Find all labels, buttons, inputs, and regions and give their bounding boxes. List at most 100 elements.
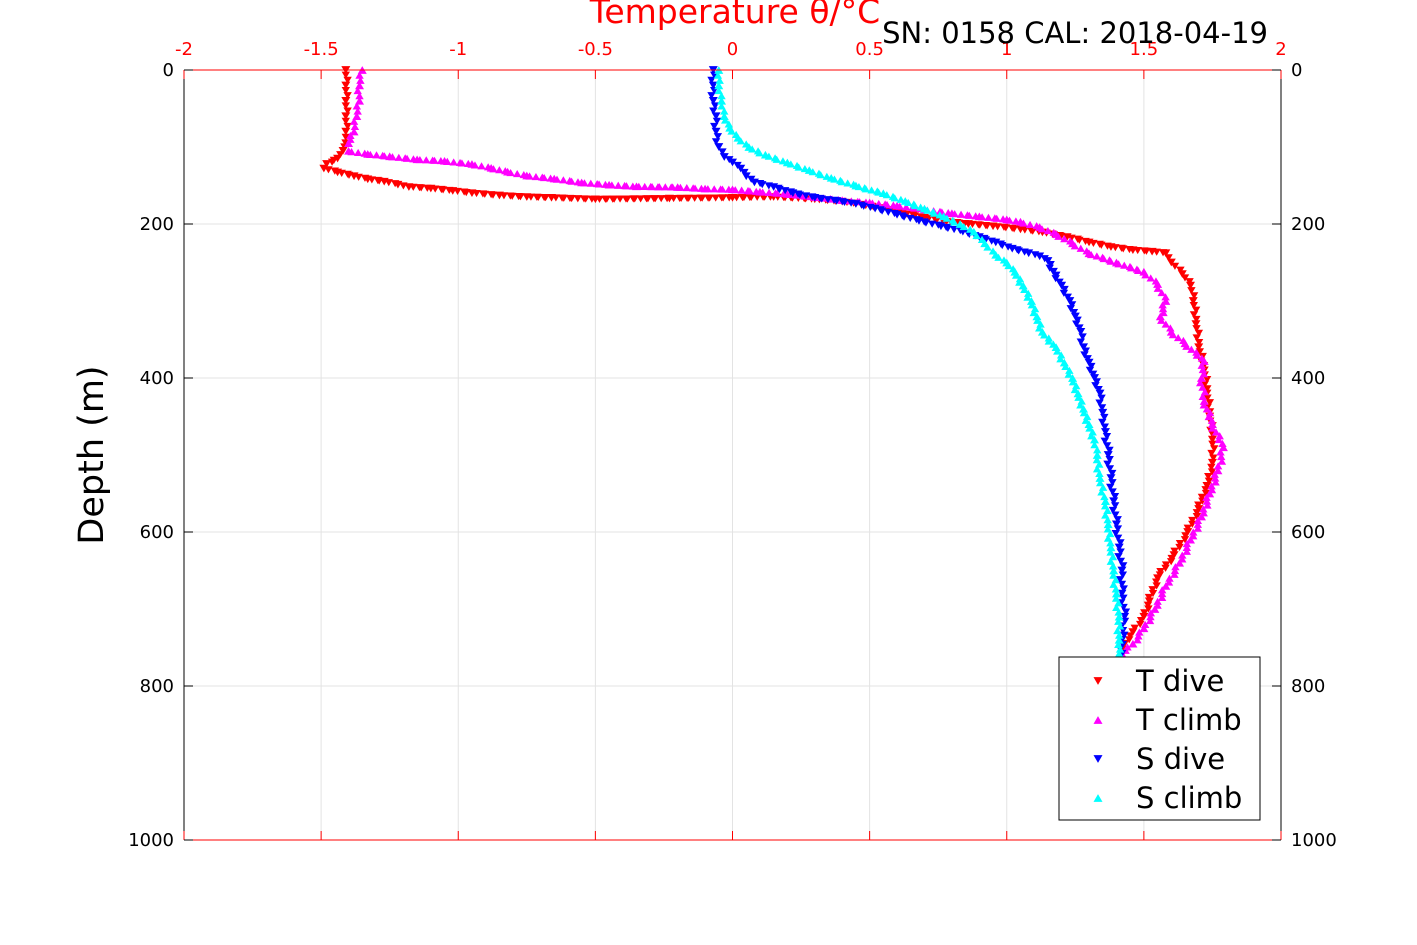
data-point	[1209, 454, 1218, 462]
data-point	[367, 176, 377, 184]
data-point	[669, 194, 678, 203]
data-point	[506, 169, 515, 177]
data-point	[1023, 293, 1032, 301]
data-point	[586, 179, 596, 187]
data-point	[740, 168, 749, 176]
plot-series	[319, 66, 1228, 660]
data-point	[731, 186, 740, 194]
data-point	[1213, 462, 1223, 470]
data-point	[1208, 440, 1217, 448]
data-point	[1191, 320, 1201, 328]
data-point	[1110, 493, 1120, 501]
data-point	[1189, 292, 1199, 300]
data-point	[1164, 254, 1173, 262]
data-point	[927, 220, 937, 228]
data-point	[808, 168, 817, 176]
x-tick-label: -0.5	[578, 39, 613, 60]
data-point	[1078, 333, 1087, 341]
data-point	[333, 154, 343, 163]
data-point	[717, 96, 727, 105]
data-point	[1182, 547, 1192, 555]
data-point	[1199, 397, 1209, 405]
data-point	[1020, 226, 1030, 234]
data-point	[508, 192, 517, 200]
data-point	[785, 190, 795, 199]
data-point	[580, 179, 589, 187]
data-point	[921, 219, 931, 227]
data-point	[344, 139, 354, 147]
data-point	[1144, 597, 1154, 606]
data-point	[1215, 432, 1224, 440]
data-point	[1125, 632, 1135, 640]
data-point	[747, 193, 756, 202]
data-point	[1089, 239, 1098, 247]
data-point	[1119, 594, 1128, 602]
legend-marker	[1093, 755, 1103, 763]
data-point	[1175, 558, 1185, 567]
data-point	[882, 191, 892, 199]
data-point	[764, 152, 774, 160]
data-point	[1108, 562, 1118, 570]
data-point	[1090, 441, 1099, 449]
data-point	[534, 193, 543, 202]
data-point	[1198, 392, 1207, 401]
data-point	[609, 195, 619, 203]
data-point	[718, 194, 728, 202]
data-point	[697, 194, 707, 202]
data-point	[1014, 247, 1023, 255]
data-point	[1189, 302, 1198, 310]
x-tick-label: -1.5	[304, 39, 339, 60]
data-point	[758, 188, 767, 196]
data-point	[1081, 416, 1091, 424]
data-point	[1207, 468, 1217, 476]
data-point	[1187, 287, 1196, 295]
data-point	[1217, 457, 1227, 465]
data-point	[1100, 437, 1109, 445]
data-point	[539, 173, 549, 182]
data-point	[732, 194, 741, 202]
data-point	[1079, 343, 1089, 352]
data-point	[1210, 445, 1219, 453]
data-point	[708, 96, 718, 105]
data-point	[552, 175, 562, 183]
data-point	[1192, 351, 1202, 359]
data-point	[720, 107, 729, 115]
data-point	[1075, 324, 1084, 332]
data-point	[651, 195, 660, 203]
data-point	[1076, 401, 1085, 409]
data-point	[1053, 347, 1062, 355]
data-point	[772, 155, 781, 163]
data-point	[366, 150, 375, 158]
data-point	[341, 127, 351, 136]
data-point	[1056, 351, 1066, 359]
data-point	[480, 190, 489, 198]
data-point	[1029, 308, 1038, 317]
data-point	[1105, 465, 1115, 473]
x-tick-label: -2	[175, 39, 193, 60]
data-point	[623, 195, 632, 203]
y-tick-label-right: 1000	[1291, 830, 1337, 851]
data-point	[1063, 293, 1072, 301]
data-point	[1108, 506, 1118, 515]
data-point	[1180, 536, 1190, 544]
data-point	[1166, 258, 1176, 267]
data-point	[1004, 262, 1013, 270]
data-point	[1087, 362, 1096, 371]
data-point	[1106, 474, 1116, 482]
data-point	[1027, 301, 1037, 309]
data-point	[1144, 593, 1154, 602]
data-point	[717, 102, 726, 110]
y-tick-label-right: 400	[1291, 368, 1325, 389]
data-point	[622, 182, 631, 190]
data-point	[581, 195, 590, 203]
y-tick-label-left: 400	[140, 368, 174, 389]
data-point	[559, 176, 568, 184]
data-point	[1183, 528, 1193, 536]
data-point	[703, 185, 713, 193]
data-point	[1146, 274, 1155, 282]
data-point	[343, 76, 352, 84]
data-point	[943, 224, 953, 233]
data-point	[1203, 394, 1212, 402]
legend: T dive T climb S dive S climb	[1058, 656, 1261, 821]
chart-annotation: SN: 0158 CAL: 2018-04-19	[882, 16, 1268, 50]
